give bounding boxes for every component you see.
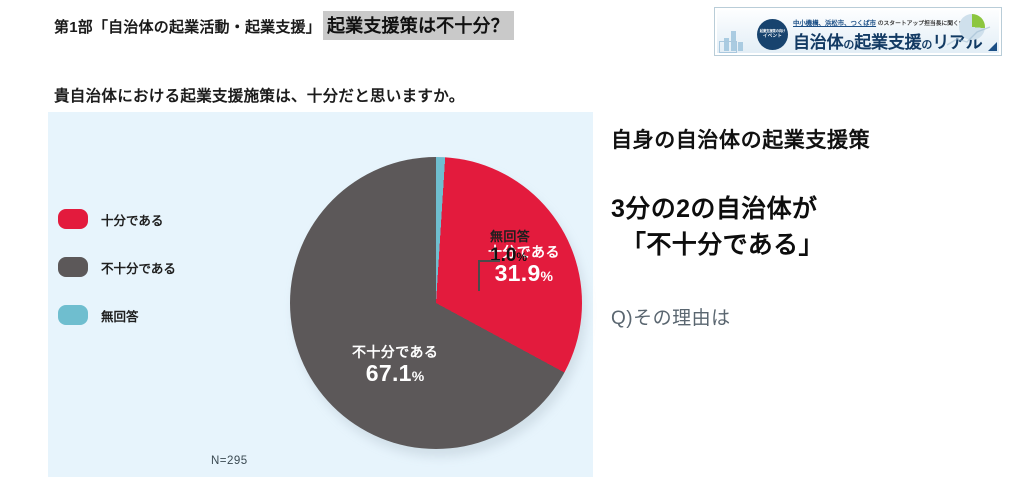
headline-part1: 自治体 (793, 33, 843, 52)
pie-label-insufficient-name: 不十分である (352, 345, 438, 361)
pie-callout-leader-line (478, 260, 500, 291)
legend-swatch-insufficient (58, 257, 88, 277)
legend-label-noanswer: 無回答 (101, 306, 139, 325)
takeaway-statement: 3分の2の自治体が 「不十分である」 (611, 192, 1011, 263)
legend-item-insufficient[interactable]: 不十分である (58, 256, 176, 278)
line-chart-icon (947, 25, 991, 47)
legend-item-sufficient[interactable]: 十分である (58, 208, 176, 230)
line-chart-svg (947, 25, 991, 47)
legend-item-noanswer[interactable]: 無回答 (58, 304, 176, 326)
legend-swatch-noanswer (58, 305, 88, 325)
survey-question: 貴自治体における起業支援施策は、十分だと思いますか。 (54, 84, 465, 106)
pie-label-insufficient-unit: % (412, 368, 425, 384)
event-banner-subtitle: 中小機構、浜松市、つくば市 のスタートアップ担当長に聞く! (793, 18, 961, 27)
headline-particle2: の (921, 39, 932, 51)
chart-legend: 十分である 不十分である 無回答 (58, 208, 176, 352)
sample-size-note: N=295 (211, 455, 248, 467)
followup-question: Q)その理由は (611, 303, 1011, 330)
event-banner-subtitle-links: 中小機構、浜松市、つくば市 (793, 20, 876, 27)
pie-label-insufficient: 不十分である 67.1% (352, 345, 438, 386)
chart-panel: 十分である 不十分である 無回答 十分である 31.9% 不十分である 67.1… (48, 112, 593, 477)
pie-label-noanswer-unit: % (516, 250, 527, 264)
takeaway-heading: 自身の自治体の起業支援策 (611, 124, 1011, 154)
pie-label-insufficient-number: 67.1 (366, 360, 412, 386)
headline-particle1: の (843, 39, 854, 51)
pie-label-insufficient-value: 67.1% (352, 361, 438, 387)
legend-label-sufficient: 十分である (101, 210, 163, 229)
event-banner[interactable]: 起業支援策の 向け イベント 中小機構、浜松市、つくば市 のスタートアップ担当長… (714, 7, 1002, 56)
pie-chart: 十分である 31.9% 不十分である 67.1% (290, 157, 582, 449)
headline-part2: 起業支援 (854, 33, 921, 52)
pie-callout-noanswer: 無回答 1.0% (448, 230, 578, 290)
page-title-highlight: 起業支援策は不十分？ (323, 11, 514, 40)
pie-label-noanswer-name: 無回答 (490, 230, 530, 245)
event-banner-inner: 起業支援策の 向け イベント 中小機構、浜松市、つくば市 のスタートアップ担当長… (717, 10, 999, 53)
chart-frame-icon (719, 41, 737, 53)
pie-chart-slices[interactable] (290, 157, 582, 449)
banner-corner-marker (988, 42, 997, 51)
takeaway-statement-line1: 3分の2の自治体が (611, 195, 817, 223)
event-badge-line2: イベント (763, 34, 782, 39)
event-badge: 起業支援策の 向け イベント (757, 19, 788, 50)
legend-label-insufficient: 不十分である (101, 258, 176, 277)
legend-swatch-sufficient (58, 209, 88, 229)
page-title: 第1部「自治体の起業活動・起業支援」 起業支援策は不十分？ (54, 11, 514, 40)
takeaway-column: 自身の自治体の起業支援策 3分の2の自治体が 「不十分である」 Q)その理由は (611, 124, 1011, 330)
page-title-prefix: 第1部「自治体の起業活動・起業支援」 (54, 16, 321, 37)
takeaway-statement-line2: 「不十分である」 (611, 228, 1011, 264)
slide-root: 第1部「自治体の起業活動・起業支援」 起業支援策は不十分？ 起業支援策の 向け … (0, 0, 1024, 477)
